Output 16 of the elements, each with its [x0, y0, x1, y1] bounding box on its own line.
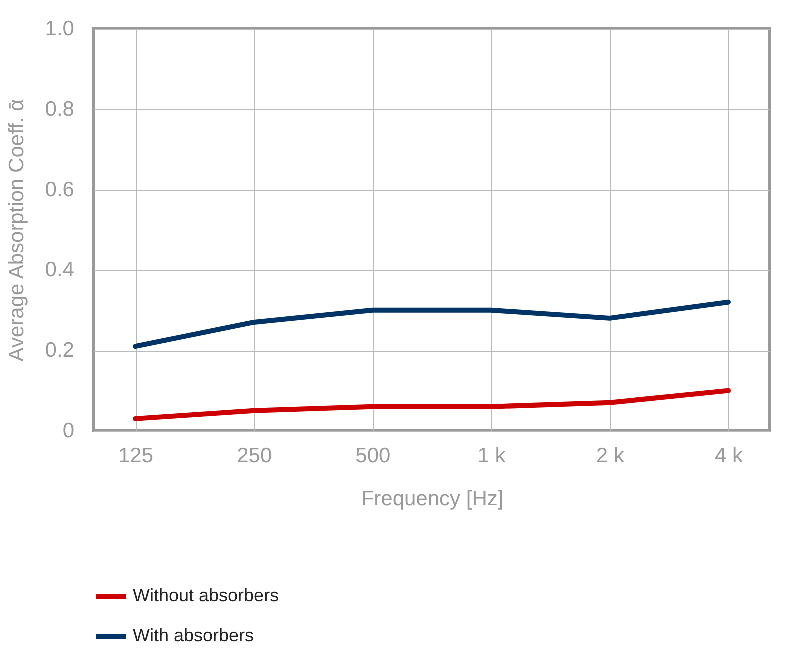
x-tick-label: 500 — [356, 444, 391, 468]
y-axis-title: Average Absorption Coeff. ᾱ — [5, 99, 28, 362]
y-tick-label: 1.0 — [45, 18, 74, 40]
legend-label: Without absorbers — [133, 586, 280, 606]
legend-label: With absorbers — [133, 626, 254, 646]
y-tick-label: 0.6 — [45, 178, 74, 202]
y-tick-label: 0.2 — [45, 339, 74, 362]
x-axis-title: Frequency [Hz] — [361, 488, 504, 510]
y-tick-label: 0.8 — [45, 98, 74, 121]
x-tick-label: 125 — [118, 444, 154, 468]
x-tick-label: 4 k — [714, 444, 744, 468]
x-tick-label: 1 k — [478, 444, 506, 468]
x-tick-label: 2 k — [596, 444, 625, 468]
y-tick-label: 0.4 — [45, 258, 75, 282]
x-tick-label: 250 — [237, 444, 272, 468]
y-tick-label: 0 — [62, 420, 74, 442]
